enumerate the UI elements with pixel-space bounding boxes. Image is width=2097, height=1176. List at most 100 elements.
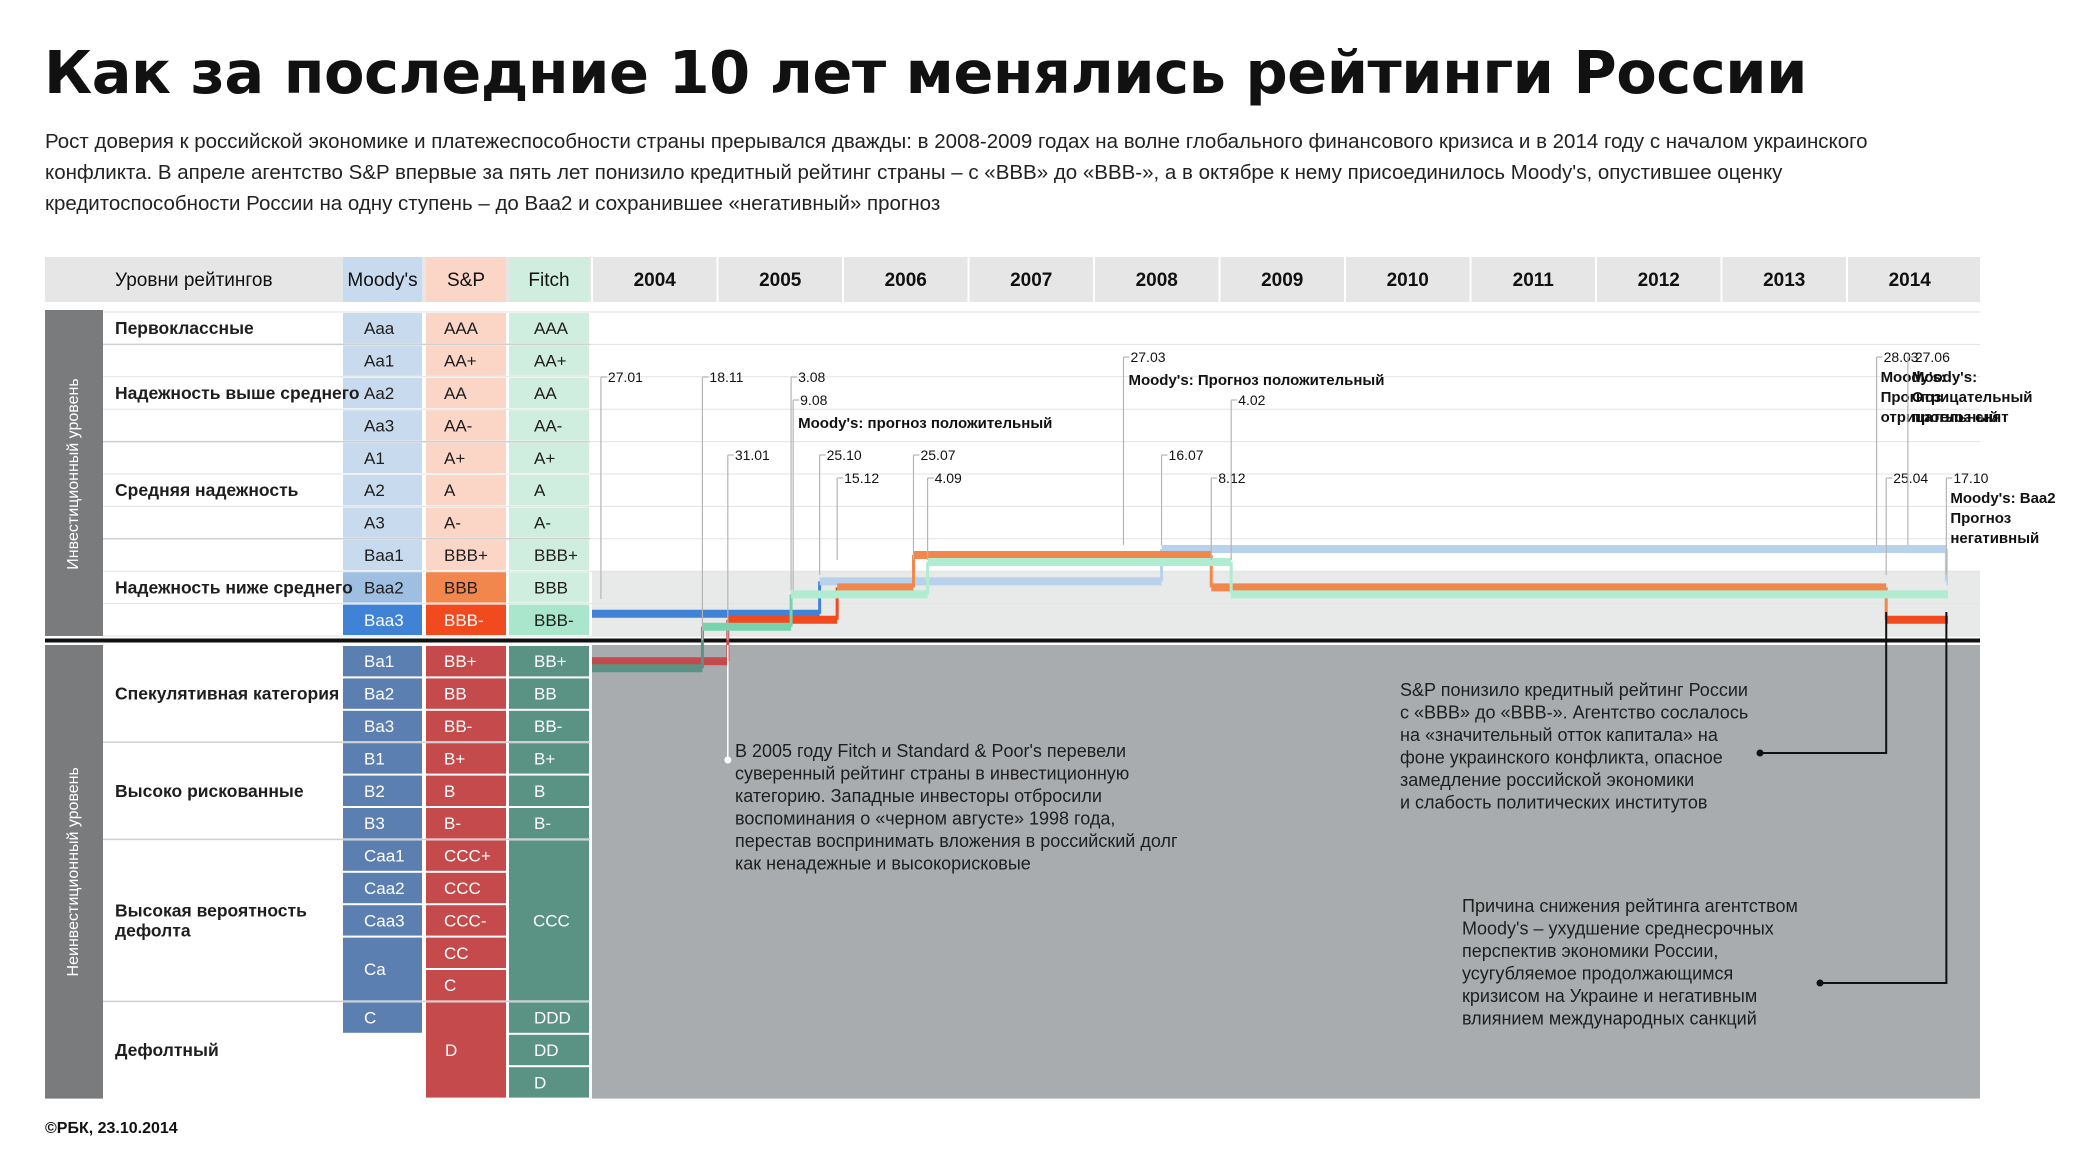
rating-cell <box>509 646 589 677</box>
rating-label-moodys: A2 <box>364 481 385 500</box>
rating-label-sp: BBB <box>444 578 478 597</box>
annotation-sp-2014-line: фоне украинского конфликта, опасное <box>1400 748 1723 768</box>
header-agency-bg <box>343 257 422 302</box>
rating-label-sp: A- <box>444 514 461 533</box>
merged-label-fitch-ccc: CCC <box>533 911 570 930</box>
annotation-moodys-2014-line: перспектив экономики России, <box>1462 941 1718 961</box>
header-year-bg <box>718 257 842 302</box>
rating-cell <box>343 678 422 709</box>
rating-cell <box>509 604 589 635</box>
event-note: Moody's: прогноз положительный <box>798 415 1052 432</box>
event-note-line: Отрицательный <box>1912 389 2033 406</box>
event-note-line: негативный <box>1950 530 2039 547</box>
rating-label-fitch: AA- <box>534 416 562 435</box>
rating-label-fitch: BBB- <box>534 611 574 630</box>
rating-cell <box>426 475 506 506</box>
level-group-label: Средняя надежность <box>115 480 299 500</box>
event-date-label: 25.04 <box>1893 470 1928 486</box>
header-agency-bg <box>509 257 589 302</box>
rating-cell <box>343 743 422 774</box>
rating-label-moodys: Caa1 <box>364 847 405 866</box>
rating-label-fitch: DDD <box>534 1009 571 1028</box>
level-group-label: Спекулятивная категория <box>115 684 339 704</box>
header-year-2011: 2011 <box>1513 270 1555 291</box>
rating-label-sp: BBB+ <box>444 546 488 565</box>
rating-cell <box>426 808 506 839</box>
rating-cell <box>426 970 506 1001</box>
event-note-line: Moody's: <box>1881 369 1946 386</box>
rating-label-fitch: A <box>534 481 546 500</box>
rating-label-sp: AA- <box>444 416 472 435</box>
rating-cell <box>343 1002 422 1033</box>
rating-cell <box>509 678 589 709</box>
rating-label-moodys: Ba1 <box>364 652 394 671</box>
rating-label-moodys: Aa3 <box>364 416 394 435</box>
rating-cell <box>509 410 589 441</box>
header-year-2009: 2009 <box>1261 270 1303 291</box>
event-note-line: Прогноз <box>1950 510 2011 527</box>
event-date-label: 8.12 <box>1218 470 1245 486</box>
rating-cell <box>426 507 506 538</box>
annotation-2005-line: перестав воспринимать вложения в российс… <box>735 831 1178 851</box>
header-year-2013: 2013 <box>1763 270 1805 291</box>
header-year-bg <box>1848 257 1972 302</box>
rating-cell <box>509 710 589 742</box>
merged-cell-moodys-ca <box>343 937 422 1001</box>
page-title: Как за последние 10 лет менялись рейтинг… <box>44 38 1807 107</box>
header-agency-2: Fitch <box>528 270 569 291</box>
event-date-label: 25.10 <box>827 447 862 463</box>
rating-cell <box>426 572 506 603</box>
connector-moodys-2014 <box>1820 612 1948 984</box>
level-group-label: Высокая вероятность дефолта <box>115 900 307 940</box>
level-group-label: Первоклассные <box>115 318 254 338</box>
level-group-label: Дефолтный <box>115 1040 219 1060</box>
rating-label-fitch: BB+ <box>534 652 567 671</box>
header-year-bg <box>844 257 968 302</box>
annotation-moodys-2014-line: Причина снижения рейтинга агентством <box>1462 896 1798 916</box>
rating-label-moodys: Baa2 <box>364 578 404 597</box>
rating-label-sp: BBB- <box>444 611 484 630</box>
rating-label-moodys: Baa1 <box>364 546 404 565</box>
rating-label-moodys: Caa3 <box>364 911 405 930</box>
rating-label-fitch: B <box>534 782 545 801</box>
rating-label-sp: CCC- <box>444 911 487 930</box>
rating-label-fitch: A+ <box>534 449 555 468</box>
rating-label-fitch: D <box>534 1073 546 1092</box>
rating-cell <box>426 539 506 571</box>
rating-cell <box>343 775 422 806</box>
rating-label-moodys: Ba3 <box>364 717 394 736</box>
rating-cell <box>509 442 589 473</box>
header-year-2006: 2006 <box>885 270 927 291</box>
rating-label-moodys: B3 <box>364 814 385 833</box>
rating-cell <box>509 539 589 571</box>
noninvestment-group-bar <box>45 645 103 1099</box>
event-date-label: 25.07 <box>920 447 955 463</box>
rating-cell <box>426 775 506 806</box>
page-subtitle: Рост доверия к российской экономике и пл… <box>45 130 1868 215</box>
rating-label-sp: A+ <box>444 449 465 468</box>
header-year-2007: 2007 <box>1010 270 1052 291</box>
event-note: Moody's: Прогноз положительный <box>1128 372 1384 389</box>
rating-cell <box>426 840 506 871</box>
annotation-sp-2014-line: на «значительный отток капитала» на <box>1400 725 1719 745</box>
rating-cell <box>343 572 422 603</box>
rating-cell <box>343 840 422 871</box>
rating-cell <box>509 1034 589 1066</box>
header-agency-bg <box>426 257 506 302</box>
rating-cell <box>509 1067 589 1098</box>
rating-label-sp: BB+ <box>444 652 477 671</box>
rating-cell <box>426 937 506 968</box>
rating-label-fitch: A- <box>534 514 551 533</box>
rating-cell <box>343 539 422 571</box>
rating-cell <box>426 442 506 473</box>
rating-cell <box>426 604 506 635</box>
rating-cell <box>509 743 589 774</box>
rating-cell <box>509 1002 589 1033</box>
event-date-label: 31.01 <box>735 447 770 463</box>
rating-label-moodys: Aa1 <box>364 352 394 371</box>
rating-cell <box>426 710 506 742</box>
header-year-bg <box>1597 257 1721 302</box>
rating-label-sp: B <box>444 782 455 801</box>
rating-label-fitch: B+ <box>534 749 555 768</box>
annotation-2005-line: В 2005 году Fitch и Standard & Poor's пе… <box>735 741 1126 761</box>
